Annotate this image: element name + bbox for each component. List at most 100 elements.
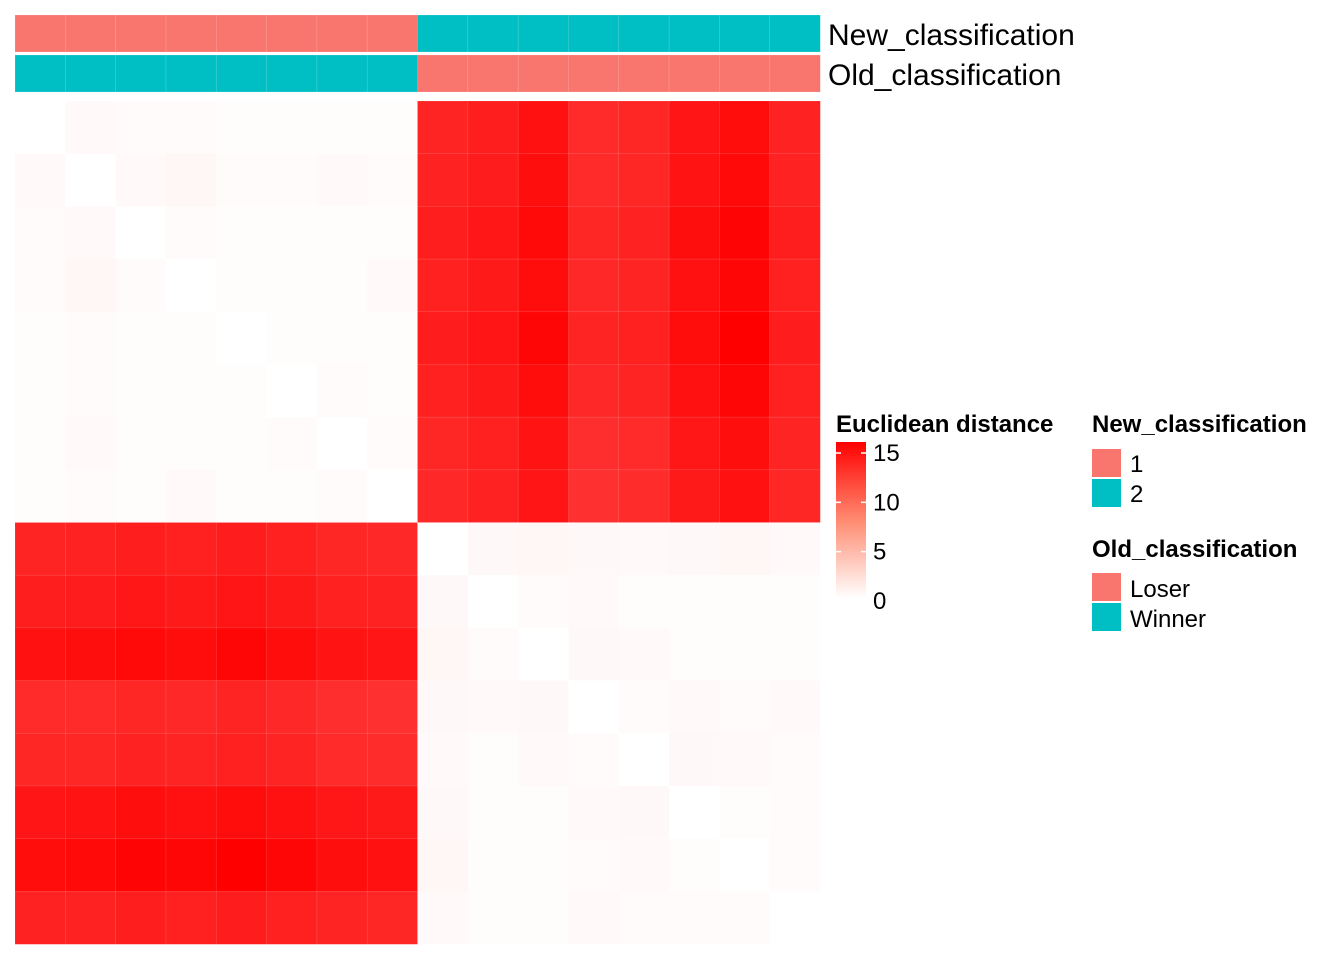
heatmap-cell [316,364,368,418]
heatmap-cell [165,206,217,260]
heatmap-cell [215,311,268,366]
heatmap-cell [467,680,519,734]
heatmap-cell [115,522,167,576]
heatmap-cell [618,838,670,892]
heatmap-cell [769,838,821,892]
heatmap-cell [14,891,66,945]
heatmap-cell [14,416,66,471]
annotation-cell-new-classification [316,14,368,53]
color-scale-tick-label: 0 [873,588,886,615]
heatmap-cell [769,469,821,524]
heatmap-cell [467,100,519,155]
heatmap-cell [769,258,821,313]
heatmap-cell [266,311,318,366]
legend-swatch-new-2 [1092,479,1121,507]
annotation-cell-new-classification [668,14,720,53]
heatmap-cell [668,258,720,313]
heatmap-cell [668,364,720,418]
heatmap-cell [568,522,620,576]
heatmap-cell [719,732,771,787]
heatmap-cell [14,785,66,840]
annotation-labels: New_classification Old_classification [828,19,1075,92]
heatmap-cell [165,153,217,207]
legend-title-old-classification: Old_classification [1092,536,1297,563]
heatmap-cell [568,838,620,892]
heatmap-cell [115,206,167,260]
heatmap-cell [618,416,670,471]
heatmap-cell [719,838,771,892]
heatmap-cell [215,364,268,418]
legend-label-old-loser: Loser [1130,576,1190,603]
heatmap-cell [14,732,66,787]
heatmap-cell [165,627,217,682]
heatmap-cell [618,311,670,366]
heatmap-cell [65,258,117,313]
annotation-cell-old-classification [266,54,318,93]
annotation-cell-old-classification [165,54,217,93]
heatmap-cell [215,680,268,734]
heatmap-cell [316,258,368,313]
heatmap-cell [266,891,318,945]
heatmap-cell [266,100,318,155]
heatmap-cell [769,891,821,945]
heatmap-cell [266,522,318,576]
heatmap-cell [14,206,66,260]
heatmap-cell [769,680,821,734]
heatmap-cell [65,680,117,734]
annotation-cell-new-classification [618,14,670,53]
heatmap-cell [215,100,268,155]
color-scale-bar [836,442,866,598]
heatmap-cell [618,258,670,313]
heatmap-cell [266,785,318,840]
heatmap-cell [467,206,519,260]
heatmap-cell [115,311,167,366]
heatmap-cell [417,891,469,945]
color-scale-tick-label: 10 [873,489,900,516]
annotation-cell-old-classification [316,54,368,93]
heatmap-cell [568,364,620,418]
heatmap-cell [65,311,117,366]
heatmap-cell [517,364,570,418]
heatmap-cell [215,627,268,682]
heatmap-cell [115,153,167,207]
heatmap-cell [65,206,117,260]
legend-swatch-old-winner [1092,603,1121,631]
heatmap-cell [215,574,268,629]
annotation-cell-new-classification [215,14,268,53]
legend-label-new-1: 1 [1130,451,1143,478]
heatmap-cell [266,153,318,207]
color-scale-tick-label: 5 [873,539,886,566]
annotation-cell-old-classification [215,54,268,93]
heatmap-cell [568,258,620,313]
annotation-cell-new-classification [417,14,469,53]
annotation-cell-new-classification [568,14,620,53]
heatmap-cell [165,258,217,313]
heatmap-cell [266,627,318,682]
heatmap-cell [14,680,66,734]
heatmap-cell [65,574,117,629]
heatmap-cell [668,311,720,366]
heatmap-cell [568,100,620,155]
heatmap-cell [618,732,670,787]
heatmap-cell [668,838,720,892]
heatmap-cell [467,364,519,418]
heatmap-cell [165,838,217,892]
heatmap-cell [568,416,620,471]
heatmap-cell [366,838,419,892]
heatmap-cell [366,364,419,418]
heatmap-cell [115,364,167,418]
annotation-cell-old-classification [467,54,519,93]
heatmap-cell [316,680,368,734]
heatmap-cell [65,785,117,840]
heatmap-cell [316,416,368,471]
heatmap-cell [65,100,117,155]
heatmap-cell [65,732,117,787]
heatmap-cell [366,153,419,207]
heatmap-cell [568,627,620,682]
heatmap-cell [618,627,670,682]
heatmap-cell [719,416,771,471]
heatmap-cell [719,574,771,629]
heatmap-cell [417,311,469,366]
heatmap-cell [115,785,167,840]
heatmap-cell [769,574,821,629]
